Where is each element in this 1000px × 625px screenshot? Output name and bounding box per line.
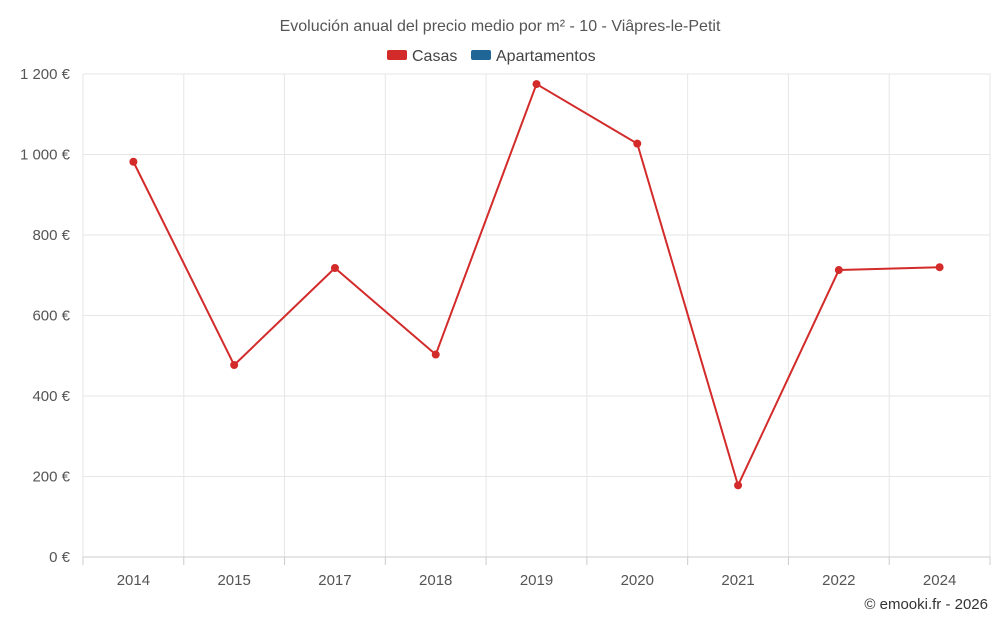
credit-text: © emooki.fr - 2026 [864,596,988,613]
y-tick-label: 1 000 € [20,147,71,164]
x-tick-label: 2021 [721,572,754,589]
x-tick-label: 2022 [822,572,855,589]
legend-swatch-apartamentos [471,50,491,60]
legend-label-casas: Casas [412,48,457,65]
x-tick-label: 2018 [419,572,452,589]
y-tick-label: 800 € [32,227,70,244]
legend-item-apartamentos[interactable]: Apartamentos [471,48,596,65]
y-tick-label: 600 € [32,308,70,325]
y-tick-label: 400 € [32,388,70,405]
legend-item-casas[interactable]: Casas [387,48,457,65]
axes: 0 € 200 € 400 € 600 € 800 € 1 000 € 1 200 € 201… [20,66,991,589]
data-point-2022[interactable] [834,266,843,275]
legend: Casas Apartamentos [387,48,596,65]
y-tick-label: 0 € [49,549,71,566]
series-line-casas [132,83,940,487]
x-tick-label: 2015 [217,572,250,589]
data-point-2019[interactable] [532,80,541,89]
x-tick-label: 2017 [318,572,351,589]
x-tick-label: 2024 [923,572,956,589]
y-tick-label: 200 € [32,469,70,486]
legend-label-apartamentos: Apartamentos [496,48,596,65]
data-point-2024[interactable] [935,263,944,272]
grid [82,73,991,557]
chart-title: Evolución anual del precio medio por m² … [280,18,721,35]
data-point-2020[interactable] [633,139,642,148]
data-point-2017[interactable] [330,264,339,273]
data-point-2015[interactable] [230,361,239,370]
x-tick-label: 2014 [117,572,150,589]
series-casas [129,80,944,490]
data-point-2021[interactable] [734,481,743,490]
legend-swatch-casas [387,50,407,60]
data-point-2018[interactable] [431,350,440,359]
data-point-2014[interactable] [129,157,138,166]
x-tick-label: 2020 [621,572,654,589]
y-tick-label: 1 200 € [20,66,71,83]
x-tick-label: 2019 [520,572,553,589]
